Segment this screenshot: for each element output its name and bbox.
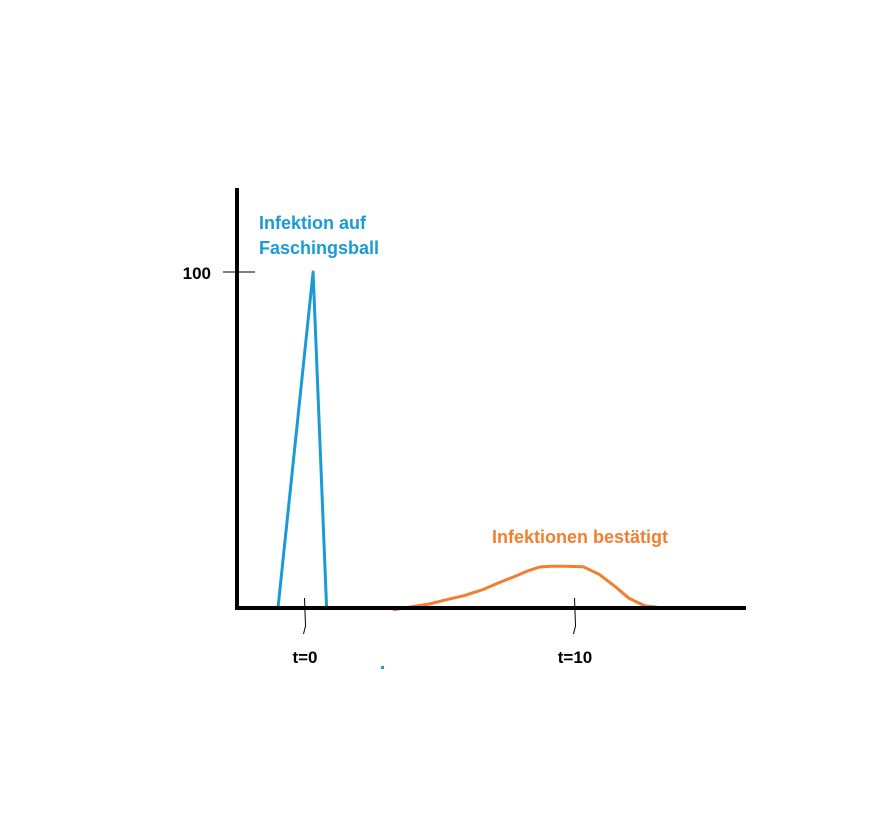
series-label-2-line-1: Infektionen bestätigt (492, 527, 668, 547)
x-tick-label-0: t=0 (292, 648, 317, 667)
y-tick-label-100: 100 (183, 264, 211, 283)
stray-dot (381, 666, 384, 669)
series-layer (276, 270, 658, 612)
series-label-2: Infektionen bestätigt (492, 527, 668, 547)
series-label-1: Infektion auf Faschingsball (259, 213, 379, 258)
series-line-2 (392, 564, 658, 612)
series-label-1-line-1: Infektion auf (259, 213, 367, 233)
series-line-1 (276, 270, 329, 610)
x-tick-label-10: t=10 (558, 648, 593, 667)
axes-layer (223, 188, 746, 669)
x-tick-10 (573, 597, 577, 635)
x-tick-0 (303, 597, 307, 635)
series-label-1-line-2: Faschingsball (259, 238, 379, 258)
